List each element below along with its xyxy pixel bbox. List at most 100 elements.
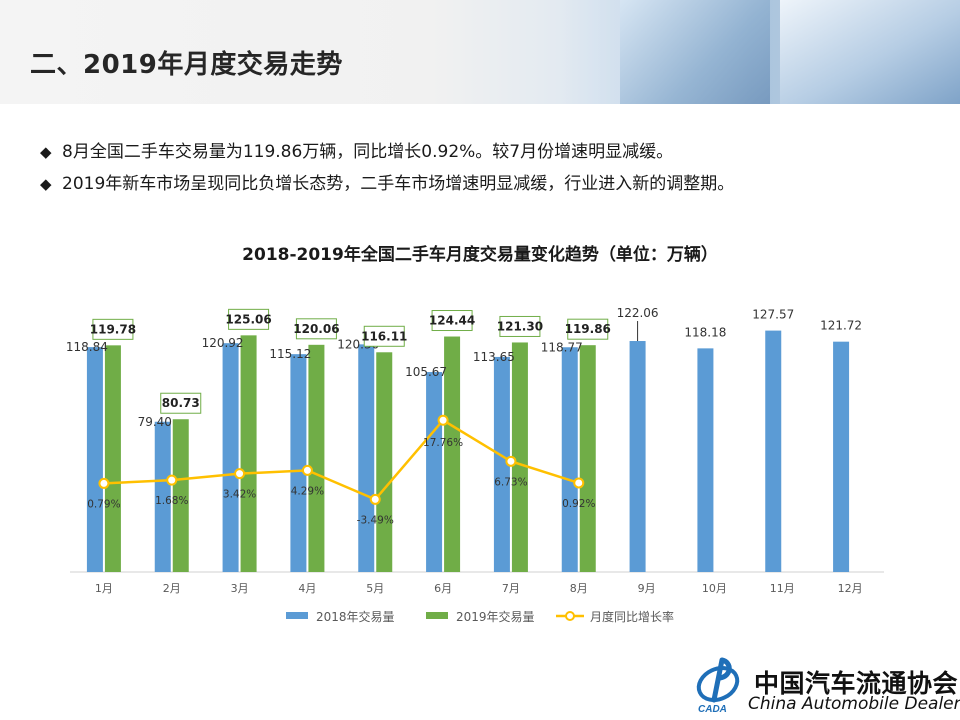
page-title: 二、2019年月度交易走势 [30,50,343,80]
bar-2019 [376,352,393,572]
diamond-bullet-icon: ◆ [40,175,52,193]
bar-2018-value-label: 118.18 [684,325,726,339]
rate-point [166,474,178,486]
bar-2018-value-label: 121.72 [820,319,862,333]
rate-value-label: 4.29% [291,485,324,497]
legend-label: 月度同比增长率 [590,609,674,624]
bar-2019 [511,342,528,572]
rate-point [573,477,585,489]
bar-2018 [154,421,171,572]
cada-logo-icon: CADA [696,657,740,715]
x-tick-label: 9月 [638,582,656,595]
rate-point [301,464,313,476]
association-logo: CADA 中国汽车流通协会 China Automobile Dealers [692,654,960,716]
bar-2019-value-label: 125.06 [225,312,271,326]
x-tick-label: 4月 [298,582,316,595]
bar-2019-value-label: 119.86 [565,322,611,336]
x-tick-label: 1月 [95,582,113,595]
rate-value-label: 1.68% [155,495,188,507]
bar-2019-label-box [160,392,202,414]
rate-value-label: 17.76% [423,437,463,449]
x-tick-label: 10月 [702,582,727,595]
legend-swatch [565,611,575,621]
x-tick-label: 12月 [838,582,863,595]
bar-2018 [697,348,714,572]
bar-2018 [426,372,443,572]
banner-decoration [560,0,630,104]
bar-2018 [629,341,646,572]
rate-point [505,455,517,467]
bar-2018 [86,347,103,572]
rate-point [98,477,110,489]
bar-2019 [579,345,596,572]
chart-title: 2018-2019年全国二手车月度交易量变化趋势（单位：万辆） [242,245,718,265]
bar-2019 [104,345,121,572]
x-tick-label: 7月 [502,582,520,595]
x-tick-label: 6月 [434,582,452,595]
bar-2018-value-label: 79.40 [138,415,172,429]
legend-label: 2019年交易量 [456,609,535,624]
bar-2019-value-label: 119.78 [90,322,136,336]
rate-value-label: 0.92% [562,498,595,510]
bar-2019-value-label: 124.44 [429,314,475,328]
banner-cube [620,0,770,104]
rate-value-label: 6.73% [494,476,527,488]
bar-2018-value-label: 105.67 [405,365,447,379]
bar-2019 [172,419,189,572]
bar-2019 [240,335,257,572]
x-tick-label: 8月 [570,582,588,595]
bar-2019 [444,336,461,572]
bar-2018-value-label: 127.57 [752,308,794,322]
bullet-text: 2019年新车市场呈现同比负增长态势，二手车市场增速明显减缓，行业进入新的调整期… [62,174,735,194]
bar-2019-label-box [295,318,337,340]
rate-value-label: 3.42% [223,489,256,501]
legend-swatch [286,612,308,619]
bullet-text: 8月全国二手车交易量为119.86万辆，同比增长0.92%。较7月份增速明显减缓… [62,142,674,162]
bar-2019-label-box [431,310,473,332]
bar-2018-value-label: 122.06 [617,306,659,320]
x-tick-label: 2月 [163,582,181,595]
x-tick-label: 3月 [231,582,249,595]
bar-2018-value-label: 113.65 [473,350,515,364]
header-banner [0,0,960,104]
rate-value-label: 0.79% [87,498,120,510]
bar-2018 [833,341,850,572]
bar-2019-value-label: 121.30 [497,319,543,333]
bullet-item: ◆ 8月全国二手车交易量为119.86万辆，同比增长0.92%。较7月份增速明显减… [40,136,734,168]
x-tick-label: 5月 [366,582,384,595]
bar-2019-label-box [92,318,134,340]
bar-2019-label-box [363,325,405,347]
bar-2018-value-label: 118.77 [541,340,583,354]
logo-mark-text: CADA [698,704,727,715]
diamond-bullet-icon: ◆ [40,143,52,161]
bar-2019-value-label: 120.06 [293,322,339,336]
bar-2018 [290,354,307,572]
bar-2018 [222,343,239,572]
bar-2019-label-box [228,308,270,330]
rate-value-label: -3.49% [357,514,394,526]
bar-2018-value-label: 118.84 [66,340,108,354]
bullet-item: ◆ 2019年新车市场呈现同比负增长态势，二手车市场增速明显减缓，行业进入新的调整… [40,168,734,200]
logo-name-cn: 中国汽车流通协会 [754,669,959,698]
rate-line [103,418,580,501]
rate-point [437,414,449,426]
bar-2019-value-label: 80.73 [162,396,200,410]
logo-name-en: China Automobile Dealers [748,694,960,714]
bar-2018 [765,330,782,572]
legend-label: 2018年交易量 [316,609,395,624]
bar-2018-value-label: 120.92 [202,336,244,350]
rate-point [234,468,246,480]
legend-swatch [426,612,448,619]
bar-2018 [561,347,578,572]
bar-2019 [308,344,325,572]
x-tick-label: 11月 [770,582,795,595]
bullet-list: ◆ 8月全国二手车交易量为119.86万辆，同比增长0.92%。较7月份增速明显减… [40,136,734,200]
bar-2019-value-label: 116.11 [361,329,407,343]
bar-2018-value-label: 115.12 [269,347,311,361]
rate-point [369,493,381,505]
bar-2018 [493,356,510,572]
bar-2019-label-box [499,315,541,337]
banner-cube [780,0,960,104]
bar-2019-label-box [567,318,609,340]
